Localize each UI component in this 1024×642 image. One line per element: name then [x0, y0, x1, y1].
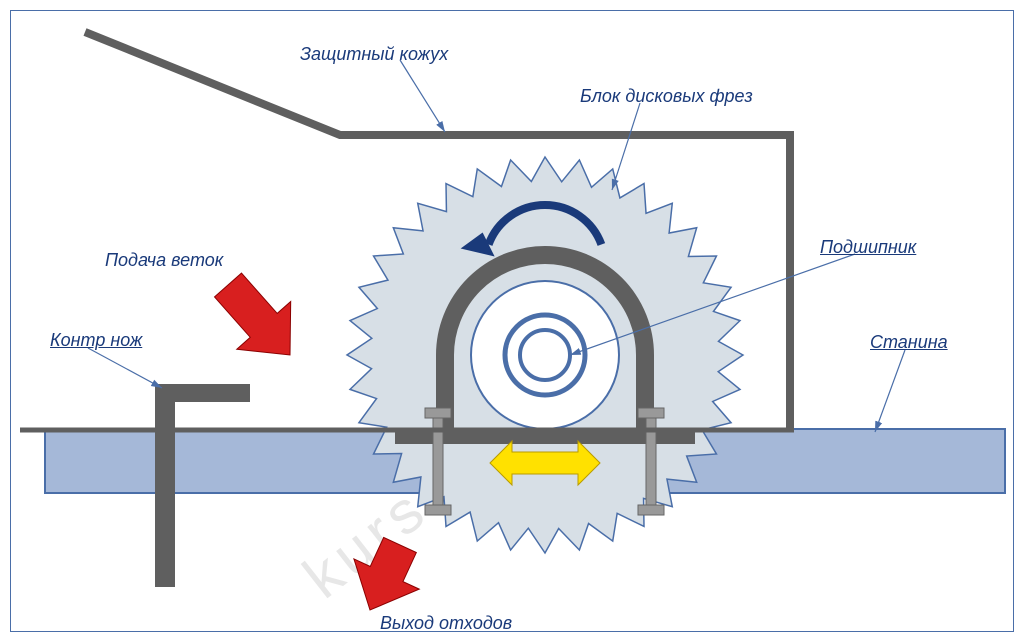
- label-waste: Выход отходов: [380, 613, 512, 634]
- diagram-svg: [0, 0, 1024, 642]
- feed-arrow: [215, 273, 291, 355]
- bolt-nut-top-1: [638, 408, 664, 418]
- bearing-inner: [520, 330, 570, 380]
- label-bearing: Подшипник: [820, 237, 916, 258]
- bolt-nut-bot-0: [425, 505, 451, 515]
- label-cover: Защитный кожух: [300, 44, 448, 65]
- counter-knife-leg: [155, 429, 175, 587]
- bolt-nut-top-0: [425, 408, 451, 418]
- bolt-nut-bot-1: [638, 505, 664, 515]
- label-blade: Блок дисковых фрез: [580, 86, 753, 107]
- label-base: Станина: [870, 332, 948, 353]
- label-knife: Контр нож: [50, 330, 142, 351]
- waste-arrow: [354, 537, 419, 610]
- counter-knife: [155, 384, 250, 429]
- label-feed: Подача веток: [105, 250, 223, 271]
- diagram-canvas: { "canvas":{"w":1024,"h":642,"bg":"#ffff…: [0, 0, 1024, 642]
